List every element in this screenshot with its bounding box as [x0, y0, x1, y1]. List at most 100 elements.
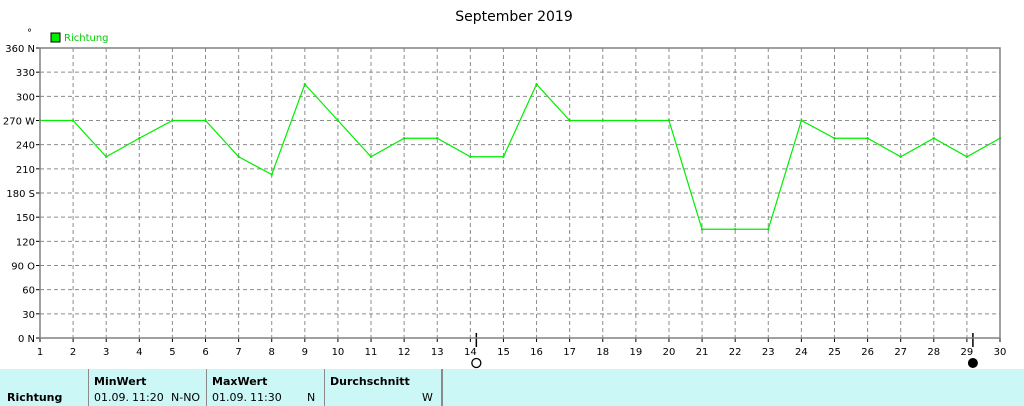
durchschnitt-value: W	[422, 391, 433, 404]
data-point	[667, 119, 671, 122]
data-point	[899, 155, 902, 158]
data-point	[237, 155, 240, 158]
x-tick-label: 17	[563, 347, 576, 358]
x-tick-label: 2	[70, 347, 76, 358]
data-point	[535, 83, 538, 86]
x-tick-label: 26	[861, 347, 874, 358]
grid-lines	[40, 48, 1000, 338]
x-tick-label: 24	[795, 347, 808, 358]
y-tick-label: 210	[16, 165, 35, 176]
y-tick-label: 300	[16, 92, 35, 103]
x-tick-label: 13	[431, 347, 444, 358]
separator	[441, 369, 442, 406]
x-tick-label: 19	[629, 347, 642, 358]
data-point	[204, 119, 207, 122]
new-moon-icon	[967, 358, 978, 368]
y-tick-label: 240	[16, 141, 35, 152]
plot-frame	[39, 47, 1001, 339]
statistics-panel: Richtung MinWert 01.09. 11:20 N-NO MaxWe…	[0, 369, 1024, 406]
durchschnitt-column: Durchschnitt W	[325, 369, 441, 406]
separator	[206, 369, 207, 406]
data-point	[303, 83, 307, 86]
chart-title: September 2019	[455, 9, 572, 25]
y-tick-label: 120	[16, 237, 35, 248]
y-tick-label: 180 S	[6, 189, 35, 200]
x-tick-label: 6	[202, 347, 208, 358]
data-point	[800, 119, 803, 122]
x-tick-label: 1	[37, 347, 43, 358]
data-point	[568, 119, 571, 122]
data-point	[634, 119, 638, 122]
maxwert-time: 11:30	[250, 391, 282, 404]
minwert-title: MinWert	[94, 375, 147, 388]
full-moon-icon	[471, 357, 482, 369]
separator	[324, 369, 325, 406]
x-tick-label: 18	[596, 347, 609, 358]
y-tick-label: 0 N	[18, 334, 35, 345]
data-point	[71, 119, 75, 122]
x-tick-label: 22	[729, 347, 742, 358]
data-point	[833, 137, 836, 140]
data-point	[402, 137, 406, 140]
separator	[442, 369, 443, 406]
maxwert-date: 01.09.	[212, 391, 247, 404]
x-tick-label: 28	[927, 347, 940, 358]
x-axis-ticks: 1 2 3 4 5 6 7 8 9 10 11 12 13 14 15 16 17 18 19 20 21 22 23 24 2…	[37, 338, 1007, 358]
x-tick-label: 12	[398, 347, 411, 358]
x-tick-label: 29	[961, 347, 974, 358]
x-tick-label: 16	[530, 347, 543, 358]
separator	[88, 369, 89, 406]
data-point	[866, 137, 869, 140]
y-tick-label: 30	[22, 310, 35, 321]
x-tick-label: 9	[302, 347, 308, 358]
data-point	[369, 155, 373, 158]
x-tick-label: 20	[663, 347, 676, 358]
data-point	[601, 119, 604, 122]
data-point	[502, 155, 505, 158]
maxwert-column: MaxWert 01.09. 11:30 N	[207, 369, 323, 406]
stats-row-label: Richtung	[7, 391, 63, 404]
x-tick-label: 10	[332, 347, 345, 358]
y-tick-label: 60	[22, 286, 35, 297]
y-tick-label: 90 O	[11, 262, 35, 273]
x-tick-label: 11	[365, 347, 378, 358]
x-tick-label: 14	[464, 347, 477, 358]
data-point	[138, 137, 141, 140]
series-line	[40, 83, 1001, 230]
x-tick-label: 4	[136, 347, 142, 358]
data-point	[436, 137, 439, 140]
data-point	[965, 155, 969, 158]
maxwert-value: N	[307, 391, 316, 404]
data-point	[171, 119, 174, 122]
x-tick-label: 30	[994, 347, 1007, 358]
x-tick-label: 21	[696, 347, 709, 358]
data-point	[733, 228, 737, 231]
minwert-date: 01.09.	[94, 391, 129, 404]
unit-symbol: °	[27, 28, 32, 39]
x-tick-label: 23	[762, 347, 775, 358]
data-point	[105, 155, 108, 158]
x-tick-label: 15	[497, 347, 510, 358]
x-tick-label: 7	[235, 347, 241, 358]
minwert-value: N-NO	[171, 391, 201, 404]
data-point	[700, 228, 704, 231]
minwert-time: 11:20	[132, 391, 164, 404]
legend-label: Richtung	[64, 33, 109, 44]
y-axis-ticks: 0 N 30 60 90 O 120 150 180 S 210 240 270 W 300 330 3…	[3, 44, 40, 345]
moon-phase-markers	[471, 333, 978, 369]
x-tick-label: 5	[169, 347, 175, 358]
durchschnitt-title: Durchschnitt	[330, 375, 410, 388]
data-point	[270, 173, 273, 176]
y-tick-label: 270 W	[3, 117, 35, 128]
minwert-column: MinWert 01.09. 11:20 N-NO	[89, 369, 205, 406]
y-tick-label: 360 N	[5, 44, 35, 55]
maxwert-title: MaxWert	[212, 375, 268, 388]
x-tick-label: 25	[828, 347, 841, 358]
y-tick-label: 330	[16, 68, 35, 79]
x-tick-label: 27	[894, 347, 907, 358]
y-tick-label: 150	[16, 213, 35, 224]
x-tick-label: 3	[103, 347, 109, 358]
data-point	[469, 155, 472, 158]
x-tick-label: 8	[269, 347, 275, 358]
